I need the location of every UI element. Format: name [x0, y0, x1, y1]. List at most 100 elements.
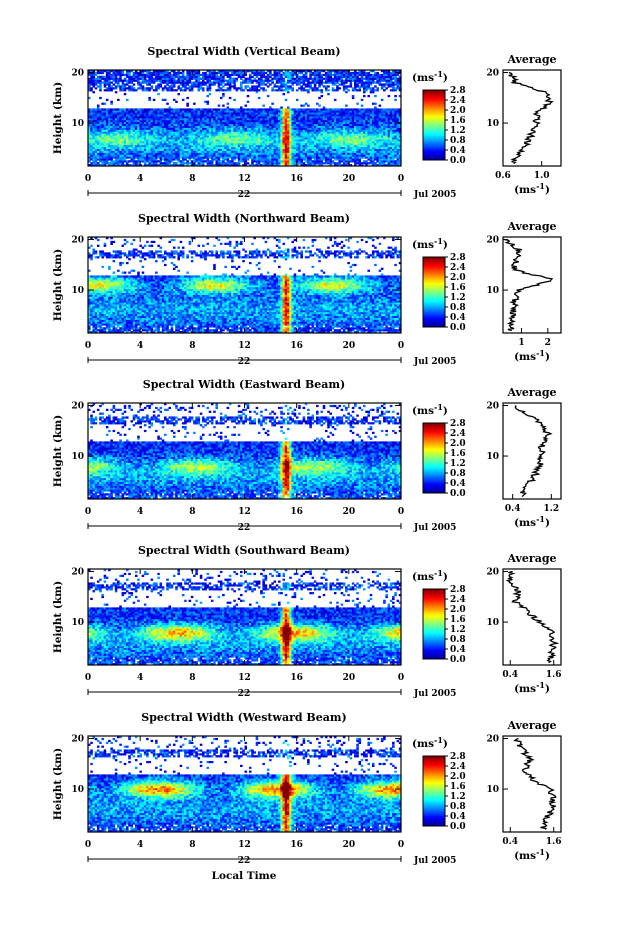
- heat-cell: [293, 108, 297, 111]
- heat-cell: [307, 116, 310, 119]
- heat-cell: [275, 148, 279, 151]
- heat-cell: [226, 106, 230, 109]
- heat-cell: [273, 127, 277, 130]
- heat-cell: [313, 114, 317, 117]
- heat-cell: [164, 127, 167, 130]
- heat-cell: [316, 102, 319, 105]
- heat-cell: [199, 83, 203, 86]
- heat-cell: [134, 142, 138, 146]
- heat-cell: [94, 150, 98, 153]
- heat-cell: [257, 152, 261, 155]
- heat-cell: [184, 156, 187, 159]
- heat-cell: [228, 133, 232, 136]
- heat-cell: [295, 119, 299, 123]
- heat-cell: [143, 110, 147, 113]
- heat-cell: [121, 137, 125, 140]
- heat-cell: [96, 125, 100, 128]
- heat-cell: [217, 144, 221, 148]
- heat-cell: [197, 150, 201, 153]
- heat-cell: [123, 89, 127, 92]
- heat-cell: [155, 135, 158, 138]
- heat-cell: [105, 108, 109, 111]
- heat-cell: [369, 141, 373, 144]
- heat-cell: [181, 148, 185, 151]
- heat-cell: [126, 125, 129, 128]
- heat-cell: [190, 131, 194, 134]
- heat-cell: [177, 139, 180, 142]
- heat-cell: [152, 146, 156, 150]
- heat-cell: [280, 87, 283, 90]
- heat-cell: [246, 142, 250, 146]
- heat-cell: [318, 142, 321, 146]
- heat-cell: [146, 127, 149, 130]
- heat-cell: [244, 119, 248, 123]
- heat-cell: [164, 125, 167, 128]
- heat-cell: [108, 156, 111, 159]
- heat-cell: [222, 142, 225, 146]
- heat-cell: [289, 160, 292, 163]
- heat-cell: [318, 96, 321, 100]
- heat-cell: [369, 162, 373, 165]
- heat-cell: [255, 137, 259, 140]
- heat-cell: [175, 156, 178, 159]
- heat-cell: [164, 148, 167, 151]
- heat-cell: [186, 121, 189, 125]
- heat-cell: [380, 148, 384, 151]
- heat-cell: [217, 125, 221, 128]
- heat-cell: [110, 125, 113, 128]
- heat-cell: [128, 146, 131, 150]
- heat-cell: [349, 154, 353, 157]
- heat-cell: [112, 110, 116, 113]
- heat-cell: [336, 146, 339, 150]
- heat-cell: [150, 110, 154, 113]
- heat-cell: [101, 146, 104, 150]
- heat-cell: [139, 114, 142, 117]
- heat-cell: [336, 158, 339, 161]
- heat-cell: [114, 150, 118, 153]
- heat-cell: [345, 116, 348, 119]
- heat-cell: [208, 156, 212, 159]
- heat-cell: [130, 141, 134, 144]
- heat-cell: [358, 87, 362, 90]
- heat-cell: [383, 112, 386, 115]
- heat-cell: [365, 114, 368, 117]
- heat-cell: [376, 148, 379, 151]
- heat-cell: [264, 144, 268, 148]
- heat-cell: [134, 119, 138, 123]
- heat-cell: [170, 137, 174, 140]
- heat-cell: [257, 118, 261, 121]
- heat-cell: [126, 123, 129, 126]
- heat-cell: [237, 133, 241, 136]
- heat-cell: [318, 79, 321, 82]
- heat-cell: [278, 87, 281, 90]
- heat-cell: [197, 144, 201, 148]
- heat-cell: [354, 129, 357, 132]
- heat-cell: [88, 129, 91, 132]
- heat-cell: [150, 133, 154, 136]
- heat-cell: [215, 129, 218, 132]
- heat-cell: [385, 123, 388, 126]
- heat-cell: [345, 87, 348, 90]
- heat-cell: [253, 154, 256, 157]
- heat-cell: [217, 81, 221, 84]
- heat-cell: [356, 156, 359, 159]
- heat-cell: [119, 121, 122, 125]
- heat-cell: [304, 146, 308, 150]
- heat-cell: [398, 162, 402, 165]
- heat-cell: [271, 79, 274, 82]
- heat-cell: [275, 114, 279, 117]
- heat-cell: [394, 133, 397, 136]
- heat-cell: [222, 139, 225, 142]
- heat-cell: [114, 148, 118, 151]
- heat-cell: [210, 135, 214, 138]
- heat-cell: [313, 85, 317, 88]
- heat-cell: [188, 137, 192, 140]
- heat-cell: [161, 137, 165, 140]
- heat-cell: [338, 162, 341, 165]
- heat-cell: [172, 141, 176, 144]
- heat-cell: [349, 125, 353, 128]
- heat-cell: [266, 121, 270, 125]
- heat-cell: [347, 114, 350, 117]
- heat-cell: [184, 77, 187, 80]
- heat-cell: [286, 164, 290, 167]
